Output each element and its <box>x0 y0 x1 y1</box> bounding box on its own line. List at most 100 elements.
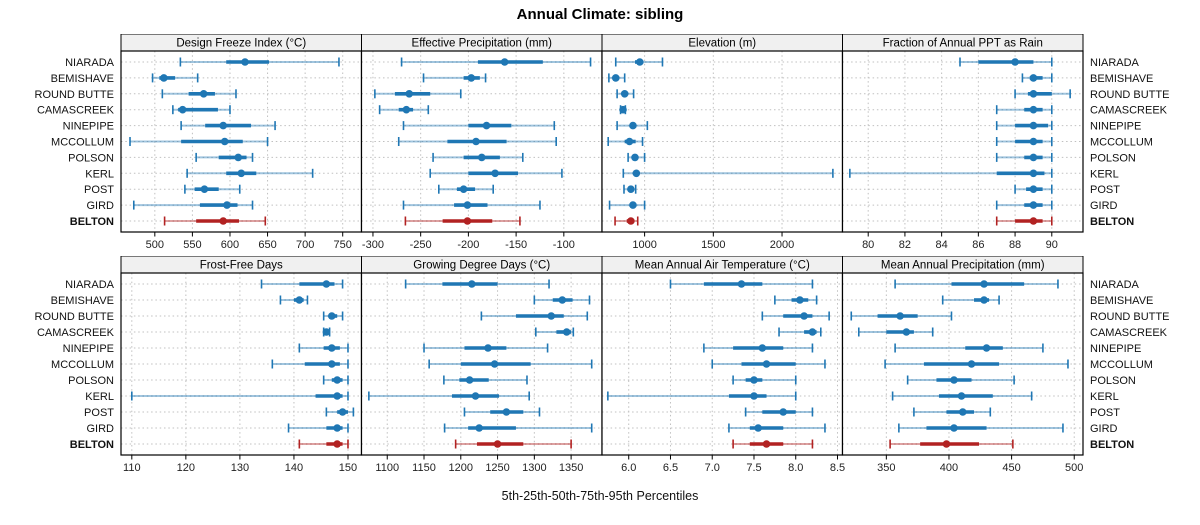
median-dot <box>632 169 641 178</box>
median-dot <box>500 58 509 66</box>
x-tick-label: 130 <box>231 462 249 474</box>
interval-glyph <box>732 439 814 449</box>
interval-glyph <box>995 216 1053 226</box>
interval-glyph <box>995 105 1053 115</box>
median-dot <box>980 296 988 304</box>
x-tick-label: 90 <box>1046 239 1058 251</box>
panel-header-label: Elevation (m) <box>688 38 756 50</box>
site-label-right: CAMASCREEK <box>1090 327 1168 339</box>
interval-glyph <box>616 121 649 131</box>
panel-border <box>841 50 1084 233</box>
panel: Mean Annual Air Temperature (°C) 6.0 6.5 7.… <box>601 255 845 474</box>
median-dot <box>629 201 637 209</box>
median-dot <box>241 58 249 66</box>
site-label-left: POLSON <box>68 375 114 387</box>
median-dot <box>950 376 958 384</box>
interval-glyph <box>913 407 992 417</box>
interval-glyph <box>454 439 572 449</box>
interval-glyph <box>891 391 1033 401</box>
median-dot <box>295 296 304 304</box>
panel: Fraction of Annual PPT as Rain 80 82 84 86 88… <box>841 33 1084 251</box>
site-label-right: BEMISHAVE <box>1090 73 1153 85</box>
median-dot <box>463 201 472 209</box>
median-dot <box>1029 153 1038 162</box>
interval-glyph <box>402 121 556 131</box>
median-dot <box>338 408 347 416</box>
figure-title: Annual Climate: sibling <box>516 6 684 23</box>
median-dot <box>465 376 474 384</box>
median-dot <box>200 185 209 193</box>
panel-header-label: Effective Precipitation (mm) <box>412 38 553 50</box>
x-tick-label: 600 <box>221 239 239 251</box>
panel-header-label: Mean Annual Air Temperature (°C) <box>635 260 810 272</box>
x-tick-label: 350 <box>877 462 895 474</box>
median-dot <box>327 344 336 352</box>
median-dot <box>405 90 414 98</box>
x-tick-label: 120 <box>177 462 195 474</box>
interval-glyph <box>995 152 1053 162</box>
site-label-left: GIRD <box>87 200 115 212</box>
site-label-right: NINEPIPE <box>1090 343 1141 355</box>
median-dot <box>1029 121 1038 130</box>
x-tick-label: 6.0 <box>621 462 636 474</box>
median-dot <box>327 360 336 368</box>
median-dot <box>902 328 911 336</box>
median-dot <box>762 360 771 368</box>
site-label-left: BELTON <box>70 439 114 451</box>
median-dot <box>1011 58 1019 66</box>
interval-glyph <box>429 168 563 178</box>
site-label-right: POST <box>1090 184 1120 196</box>
site-label-right: ROUND BUTTE <box>1090 89 1169 101</box>
interval-glyph <box>941 295 1000 305</box>
interval-glyph <box>728 423 826 433</box>
site-label-left: ROUND BUTTE <box>35 311 114 323</box>
site-label-left: GIRD <box>87 423 115 435</box>
median-dot <box>750 392 758 400</box>
median-dot <box>237 169 246 178</box>
interval-glyph <box>422 73 487 83</box>
interval-glyph <box>614 57 664 67</box>
median-dot <box>223 201 231 209</box>
site-label-right: CAMASCREEK <box>1090 105 1168 117</box>
interval-glyph <box>1014 89 1071 99</box>
interval-glyph <box>535 327 575 337</box>
interval-glyph <box>857 327 934 337</box>
median-dot <box>896 312 904 320</box>
interval-glyph <box>397 137 557 146</box>
panel: Frost-Free Days 110 120 130 140 150 <box>120 255 363 474</box>
site-label-left: BEMISHAVE <box>51 295 114 307</box>
panel-row-svg: NIARADA NIARADA BEMISHAVE BEMISHAVE ROUND BU… <box>35 33 1169 251</box>
interval-glyph <box>480 311 589 321</box>
x-tick-label: 1350 <box>559 462 583 474</box>
median-dot <box>234 153 243 162</box>
interval-glyph <box>287 423 349 433</box>
site-label-right: MCCOLLUM <box>1090 359 1153 371</box>
site-label-left: KERL <box>85 391 114 403</box>
site-label-right: NIARADA <box>1090 279 1140 291</box>
x-tick-label: 550 <box>183 239 201 251</box>
site-label-left: NINEPIPE <box>63 343 114 355</box>
interval-glyph <box>298 439 349 449</box>
x-tick-label: 140 <box>285 462 303 474</box>
interval-glyph <box>151 73 199 83</box>
median-dot <box>491 169 499 178</box>
site-label-left: MCCOLLUM <box>51 137 114 149</box>
median-dot <box>160 74 168 82</box>
median-dot <box>322 280 331 288</box>
interval-glyph <box>322 327 331 337</box>
interval-glyph <box>622 168 834 178</box>
site-label-right: NIARADA <box>1090 57 1140 69</box>
x-tick-label: 82 <box>899 239 911 251</box>
interval-glyph <box>423 343 549 353</box>
interval-glyph <box>443 375 528 385</box>
panel-header-label: Mean Annual Precipitation (mm) <box>881 260 1045 272</box>
interval-glyph <box>463 407 541 417</box>
interval-glyph <box>322 311 344 321</box>
median-dot <box>463 217 472 225</box>
x-tick-label: 88 <box>1009 239 1021 251</box>
site-label-left: KERL <box>85 168 114 180</box>
interval-glyph <box>132 200 254 210</box>
interval-glyph <box>906 375 1015 385</box>
site-label-left: CAMASCREEK <box>37 327 115 339</box>
interval-glyph <box>1021 73 1053 83</box>
